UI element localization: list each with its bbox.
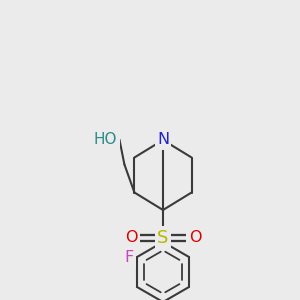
Text: F: F [125,250,134,265]
Text: S: S [157,229,169,247]
Text: HO: HO [94,132,117,147]
Text: O: O [189,230,201,245]
Text: N: N [157,133,169,148]
Text: O: O [125,230,137,245]
